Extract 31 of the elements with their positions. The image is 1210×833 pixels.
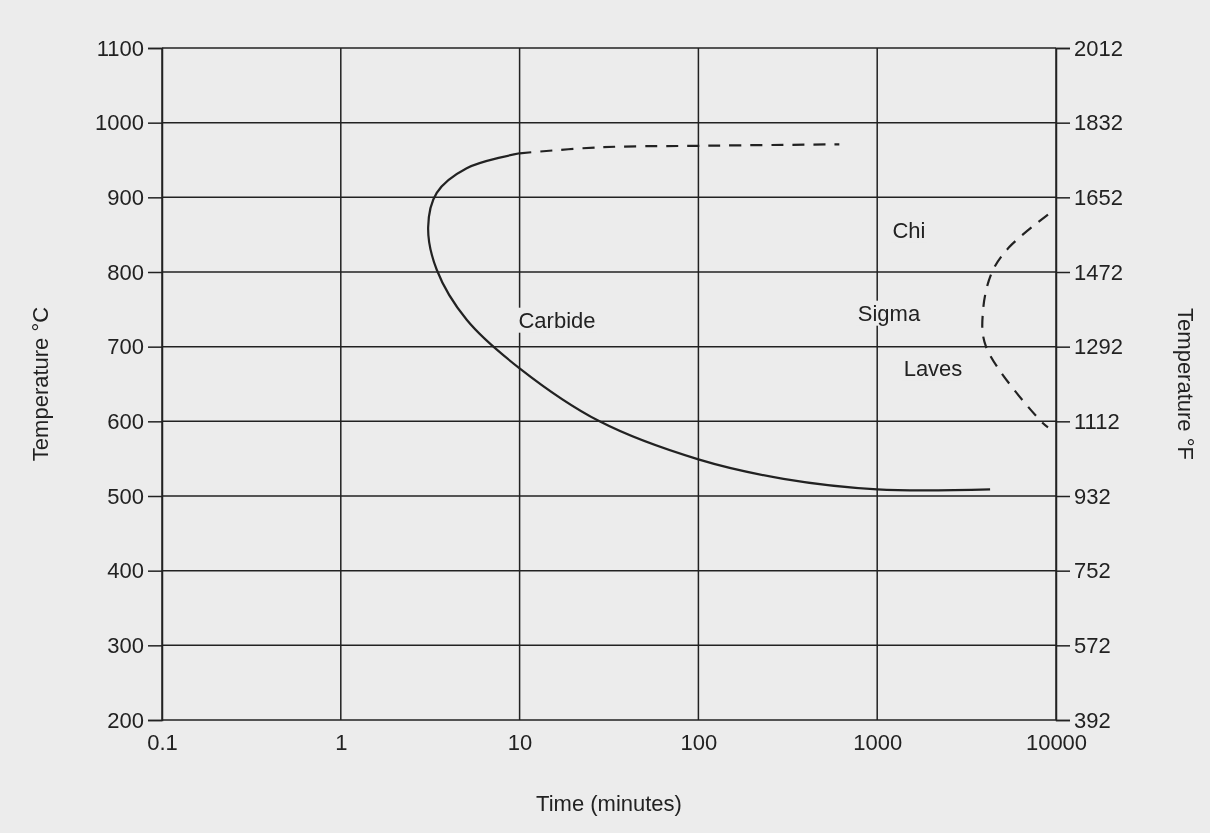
y2-tick-label: 752: [1074, 558, 1111, 584]
y-tick-label: 200: [107, 707, 144, 733]
y-tick-label: 900: [107, 184, 144, 210]
x-tick-label: 1: [335, 729, 348, 755]
y2-tick-label: 572: [1074, 632, 1111, 658]
y-tick-label: 1100: [96, 35, 144, 61]
y-tick-label: 1000: [95, 110, 144, 136]
x-tick-label: 10: [507, 729, 533, 755]
x-tick-label: 0.1: [147, 729, 178, 755]
y-tick-label: 400: [107, 558, 144, 584]
x-tick-label: 100: [680, 729, 718, 755]
y-axis-title: Temperature °C: [28, 306, 53, 462]
y-tick-label: 600: [107, 408, 144, 434]
y2-tick-label: 1112: [1074, 408, 1120, 434]
y2-tick-label: 1292: [1074, 334, 1123, 360]
y2-tick-label: 2012: [1074, 35, 1123, 61]
annotation: Carbide: [518, 307, 596, 333]
y2-tick-label: 1832: [1074, 110, 1123, 136]
y2-tick-label: 1472: [1074, 259, 1123, 285]
annotation: Laves: [903, 355, 963, 381]
x-tick-label: 1000: [853, 729, 903, 755]
y-tick-label: 700: [107, 334, 144, 360]
y-tick-label: 300: [107, 632, 144, 658]
y2-tick-label: 932: [1074, 483, 1111, 509]
y2-tick-label: 1652: [1074, 184, 1123, 210]
annotation: Sigma: [857, 300, 921, 326]
y-tick-label: 800: [107, 259, 144, 285]
x-axis-title: Time (minutes): [536, 791, 682, 816]
y2-axis-title: Temperature °F: [1173, 308, 1198, 460]
y-tick-label: 500: [107, 483, 144, 509]
annotation: Chi: [892, 217, 926, 243]
